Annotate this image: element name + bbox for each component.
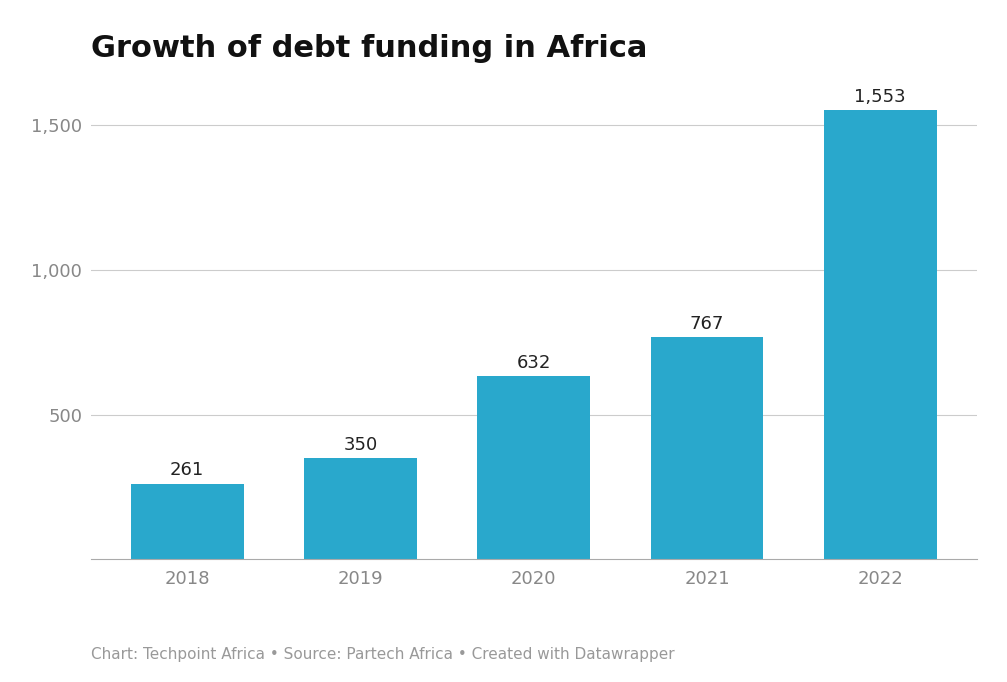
Text: 767: 767 bbox=[690, 315, 724, 333]
Text: 632: 632 bbox=[517, 354, 551, 372]
Text: 350: 350 bbox=[343, 436, 378, 454]
Text: Chart: Techpoint Africa • Source: Partech Africa • Created with Datawrapper: Chart: Techpoint Africa • Source: Partec… bbox=[91, 647, 675, 662]
Text: 261: 261 bbox=[170, 462, 204, 479]
Bar bbox=[477, 376, 590, 559]
Bar bbox=[304, 458, 417, 559]
Text: 1,553: 1,553 bbox=[854, 87, 906, 106]
Text: Growth of debt funding in Africa: Growth of debt funding in Africa bbox=[91, 34, 648, 63]
Bar bbox=[131, 484, 244, 559]
Bar bbox=[824, 110, 937, 559]
Bar bbox=[651, 338, 763, 559]
